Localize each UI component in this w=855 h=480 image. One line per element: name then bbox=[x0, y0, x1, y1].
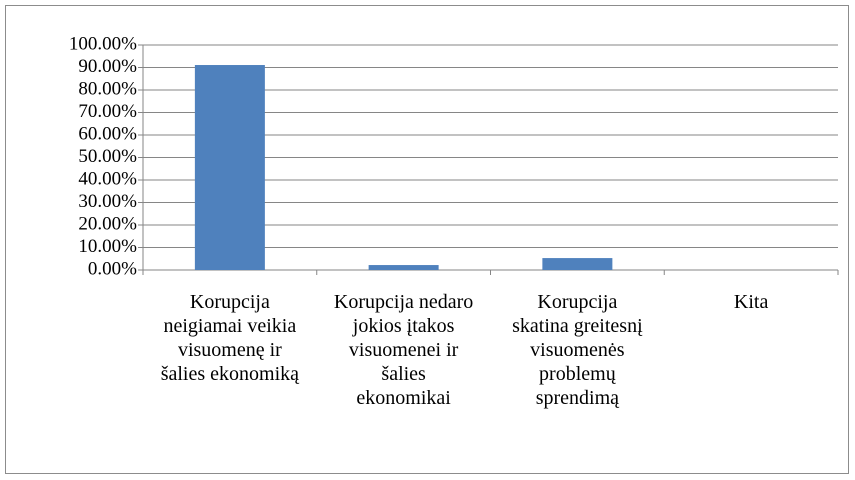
y-tick-label: 40.00% bbox=[78, 168, 137, 189]
y-tick-label: 20.00% bbox=[78, 213, 137, 234]
y-tick-label: 0.00% bbox=[88, 258, 137, 279]
bar bbox=[542, 258, 613, 270]
bar bbox=[194, 65, 265, 271]
y-tick-label: 50.00% bbox=[78, 146, 137, 167]
chart-border bbox=[5, 5, 849, 474]
y-tick-label: 100.00% bbox=[69, 33, 137, 54]
y-tick-label: 70.00% bbox=[78, 101, 137, 122]
y-tick-label: 60.00% bbox=[78, 123, 137, 144]
x-tick-label: Korupcija skatina greitesnį visuomenės p… bbox=[512, 291, 643, 409]
x-tick-label: Korupcija neigiamai veikia visuomenę ir … bbox=[160, 291, 300, 385]
y-tick-label: 10.00% bbox=[78, 236, 137, 257]
y-tick-label: 30.00% bbox=[78, 191, 137, 212]
x-tick-label: Kita bbox=[733, 291, 769, 313]
y-tick-label: 80.00% bbox=[78, 78, 137, 99]
bar bbox=[368, 265, 439, 270]
y-tick-label: 90.00% bbox=[78, 56, 137, 77]
x-tick-label: Korupcija nedaro jokios įtakos visuomene… bbox=[333, 291, 474, 409]
